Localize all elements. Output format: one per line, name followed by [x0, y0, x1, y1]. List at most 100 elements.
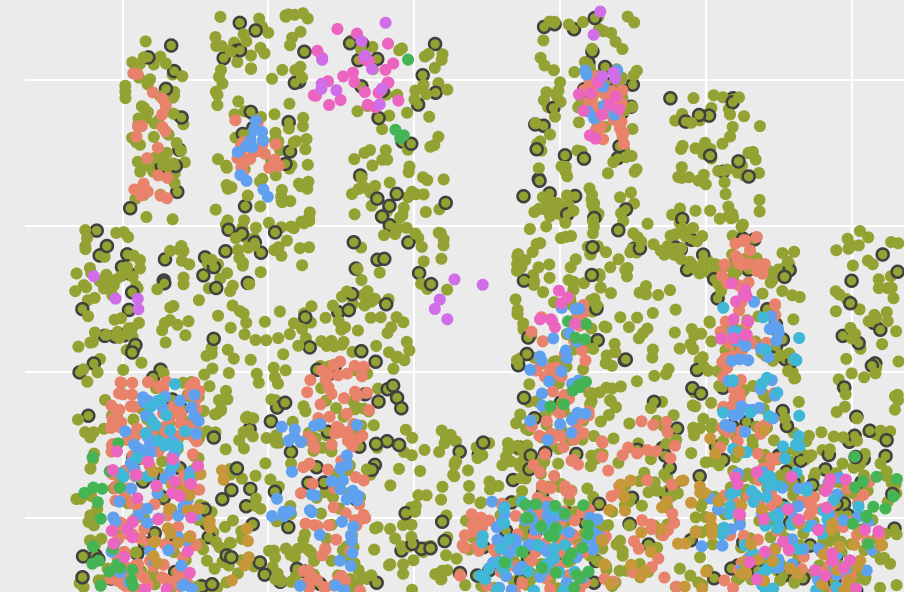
point-olive	[247, 412, 260, 425]
point-pink	[323, 99, 336, 111]
point-olive	[276, 196, 289, 209]
point-olive	[696, 351, 709, 364]
point-olive	[385, 378, 401, 393]
point-olive	[501, 437, 514, 450]
point-olive	[302, 340, 317, 355]
point-pink	[734, 508, 747, 521]
point-olive	[724, 108, 736, 121]
point-olive	[605, 359, 618, 372]
point-blue	[334, 483, 347, 496]
point-olive	[534, 237, 547, 250]
point-olive	[355, 171, 368, 184]
point-cyan	[476, 530, 489, 542]
point-salmon	[631, 447, 644, 460]
point-olive	[129, 546, 142, 559]
point-olive	[620, 151, 632, 164]
point-salmon	[186, 448, 199, 461]
point-olive	[471, 452, 484, 464]
point-blue	[560, 352, 573, 365]
point-blue	[334, 554, 346, 567]
point-pink	[534, 313, 547, 326]
point-green	[125, 574, 138, 587]
point-olive	[373, 266, 386, 279]
point-olive	[377, 251, 392, 267]
point-violet	[587, 28, 600, 41]
point-cyan	[793, 332, 806, 344]
point-olive	[279, 542, 292, 555]
point-green	[578, 333, 591, 346]
point-olive	[397, 519, 409, 531]
point-green	[847, 517, 859, 530]
point-cyan	[502, 533, 515, 546]
point-olive	[269, 551, 282, 564]
point-olive	[205, 253, 218, 266]
point-olive	[296, 120, 309, 133]
point-olive	[89, 223, 104, 238]
point-olive	[846, 332, 858, 345]
point-pink	[785, 470, 798, 483]
point-olive	[438, 195, 453, 211]
point-blue	[338, 584, 351, 592]
point-olive	[543, 15, 556, 28]
point-olive	[305, 300, 318, 313]
point-olive	[250, 367, 263, 380]
point-olive	[379, 144, 392, 157]
point-olive	[360, 463, 373, 476]
point-blue	[277, 510, 290, 523]
point-gold	[603, 504, 616, 516]
point-pink	[750, 573, 763, 586]
point-salmon	[536, 335, 549, 348]
point-blue	[186, 582, 198, 592]
point-olive	[475, 435, 491, 450]
point-olive	[626, 123, 639, 135]
point-olive	[614, 311, 627, 324]
point-salmon	[334, 355, 347, 368]
point-olive	[788, 371, 801, 384]
point-cyan	[793, 409, 806, 422]
point-pink	[185, 511, 198, 524]
point-cyan	[169, 378, 181, 391]
point-olive	[337, 335, 350, 348]
point-blue	[753, 401, 766, 414]
point-blue	[352, 489, 365, 502]
point-olive	[296, 7, 309, 20]
point-olive	[463, 480, 476, 492]
point-green	[849, 481, 861, 494]
point-olive	[538, 59, 551, 72]
point-pink	[160, 583, 173, 592]
point-olive	[258, 47, 271, 60]
point-olive	[880, 306, 893, 319]
point-cyan	[154, 394, 167, 406]
point-olive	[384, 479, 397, 492]
point-olive	[879, 432, 894, 448]
point-blue	[231, 146, 244, 159]
point-salmon	[650, 445, 663, 458]
point-olive	[874, 457, 887, 470]
point-olive	[614, 191, 626, 204]
point-olive	[699, 136, 712, 149]
point-olive	[177, 278, 190, 291]
point-olive	[838, 400, 851, 413]
point-gold	[766, 555, 779, 568]
point-salmon	[553, 407, 566, 420]
point-olive	[411, 265, 427, 281]
point-gold	[769, 543, 782, 556]
point-gold	[696, 582, 709, 592]
point-cyan	[559, 539, 572, 552]
point-salmon	[635, 415, 648, 428]
point-pink	[106, 464, 119, 477]
point-olive	[370, 191, 385, 206]
point-olive	[644, 402, 657, 415]
point-olive	[668, 326, 681, 339]
point-green	[572, 379, 585, 392]
point-pink	[715, 332, 728, 345]
point-cyan	[718, 521, 731, 534]
point-salmon	[516, 577, 529, 590]
point-pink	[105, 524, 118, 537]
point-pink	[181, 545, 194, 558]
point-gold	[595, 534, 608, 547]
point-olive	[348, 153, 361, 166]
point-gold	[756, 503, 768, 516]
point-cyan	[761, 371, 773, 384]
point-olive	[731, 154, 746, 169]
